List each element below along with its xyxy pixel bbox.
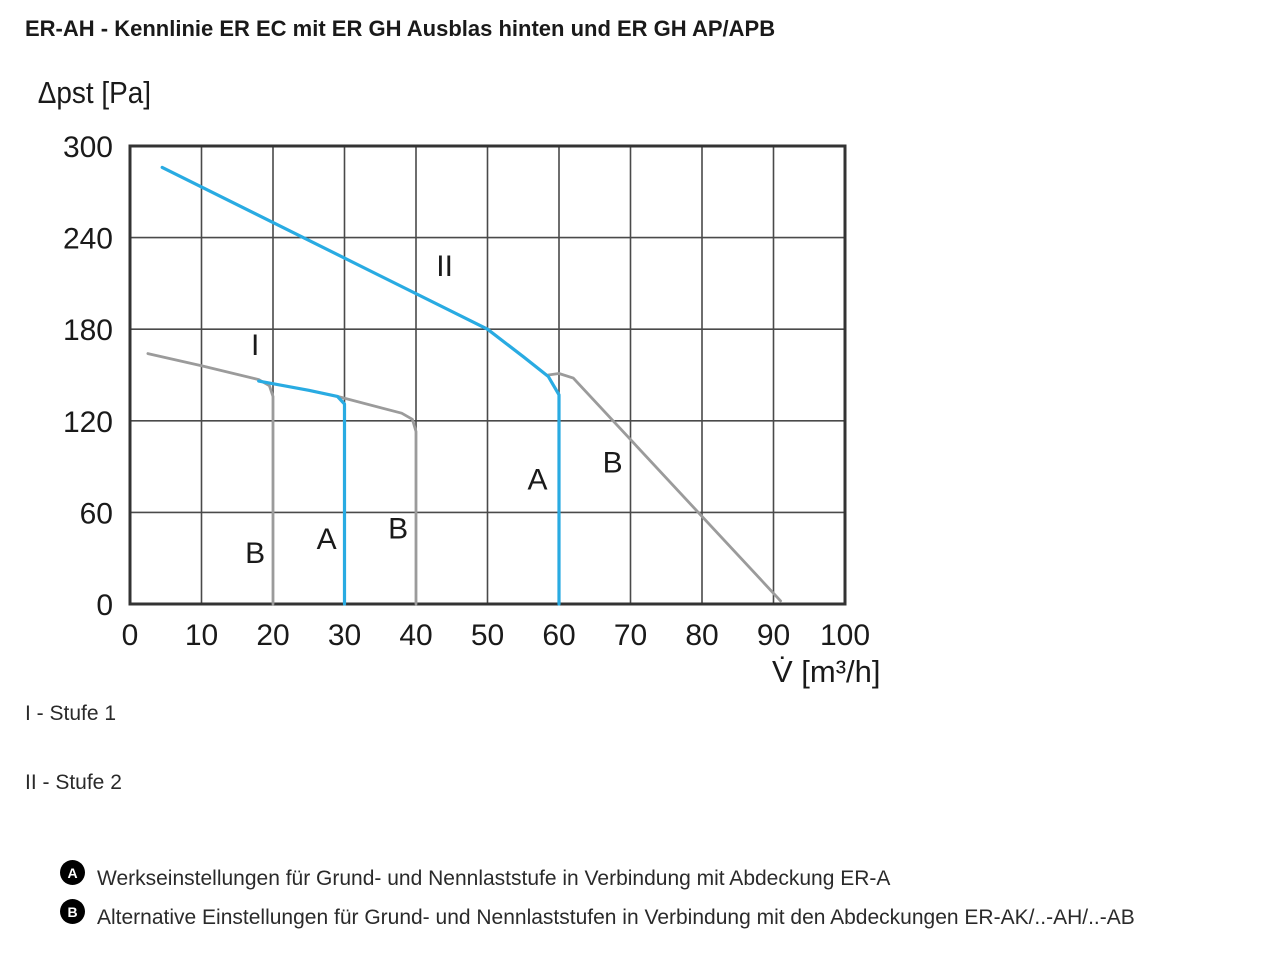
chart-title: ER-AH - Kennlinie ER EC mit ER GH Ausbla… xyxy=(25,16,776,41)
x-tick-label-20: 20 xyxy=(256,619,289,652)
annotation-B-6: B xyxy=(603,447,623,480)
curve-stufe-I-blue-1 xyxy=(257,379,347,606)
x-tick-label-40: 40 xyxy=(399,619,432,652)
x-tick-label-80: 80 xyxy=(685,619,718,652)
note-stufe-1: I - Stufe 1 xyxy=(25,702,117,725)
annotation-B-2: B xyxy=(245,537,265,570)
curves xyxy=(146,165,782,606)
plot-frame xyxy=(128,144,847,606)
curve-stufe-II-blue-3 xyxy=(160,165,561,606)
x-tick-label-60: 60 xyxy=(542,619,575,652)
legend-item-a: A Werkseinstellungen für Grund- und Nenn… xyxy=(60,860,891,891)
curve-stufe-II-gray-4 xyxy=(546,372,782,603)
curve-stufe-I-gray-2 xyxy=(336,395,418,606)
y-axis-label: Δpst [Pa] xyxy=(38,76,151,111)
grid xyxy=(128,144,847,606)
legend-text-a: Werkseinstellungen für Grund- und Nennla… xyxy=(97,866,891,890)
x-axis-label: V̇ [m³/h] xyxy=(772,654,881,689)
annotation-A-5: A xyxy=(528,464,548,497)
y-tick-label-300: 300 xyxy=(63,131,113,164)
x-tick-label-100: 100 xyxy=(820,619,870,652)
annotation-I-1: I xyxy=(251,329,259,362)
y-tick-label-180: 180 xyxy=(63,314,113,347)
annotation-B-4: B xyxy=(388,512,408,545)
badge-a-icon: A xyxy=(60,860,85,885)
x-tick-label-50: 50 xyxy=(471,619,504,652)
y-tick-label-0: 0 xyxy=(96,589,113,622)
tick-labels: 0 10 20 30 40 50 60 70 80 90 100 0 60 120 180 240 300 xyxy=(63,131,870,652)
note-stufe-2: II - Stufe 2 xyxy=(25,771,122,794)
annotation-A-3: A xyxy=(317,523,337,556)
y-tick-label-60: 60 xyxy=(80,497,113,530)
legend-item-b: B Alternative Einstellungen für Grund- u… xyxy=(60,899,1135,930)
badge-b-icon: B xyxy=(60,899,85,924)
y-tick-label-240: 240 xyxy=(63,223,113,256)
x-tick-label-10: 10 xyxy=(185,619,218,652)
x-tick-label-0: 0 xyxy=(122,619,139,652)
x-tick-label-70: 70 xyxy=(614,619,647,652)
x-tick-label-30: 30 xyxy=(328,619,361,652)
annotation-II-0: II xyxy=(436,250,453,283)
legend-text-b: Alternative Einstellungen für Grund- und… xyxy=(97,905,1135,929)
y-tick-label-120: 120 xyxy=(63,406,113,439)
x-tick-label-90: 90 xyxy=(757,619,790,652)
